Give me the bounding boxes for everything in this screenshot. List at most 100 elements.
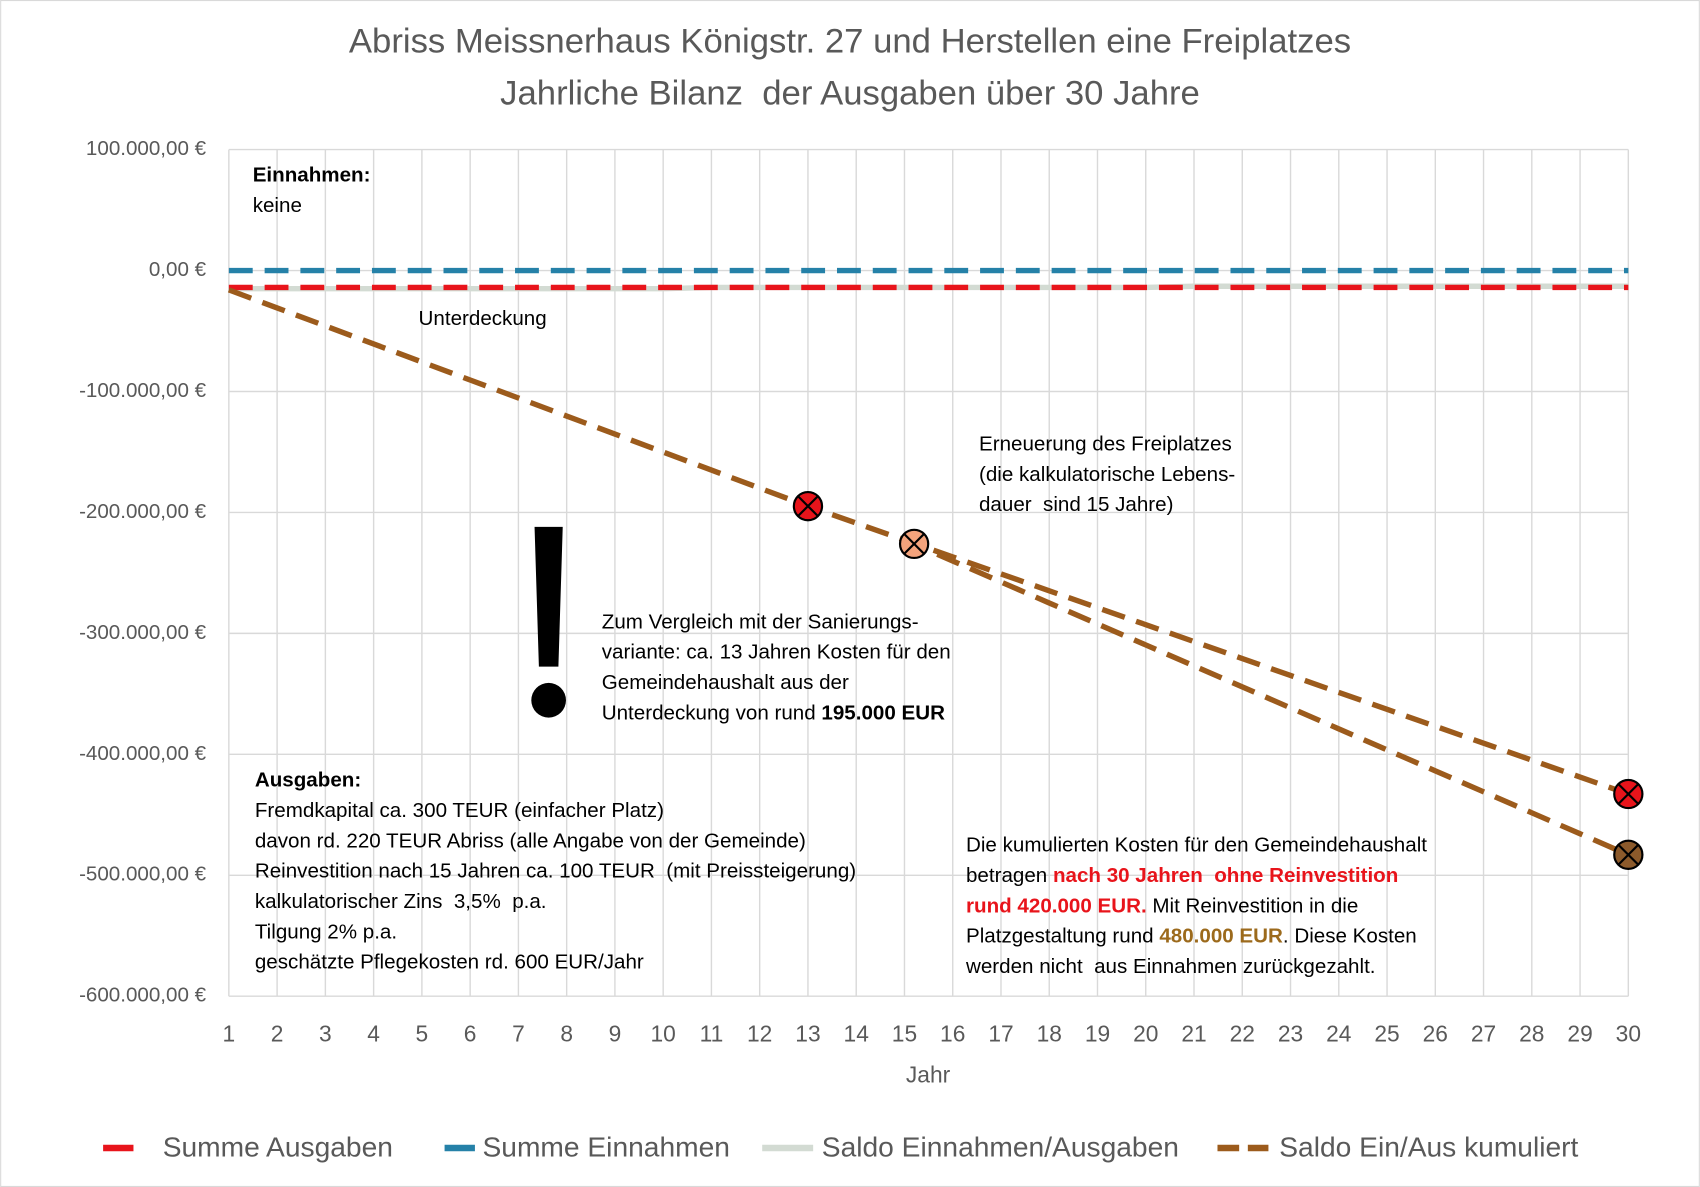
exclamation-dot <box>531 682 566 718</box>
annotation-text: variante: ca. 13 Jahren Kosten für den <box>602 641 951 664</box>
annotation-line: davon rd. 220 TEUR Abriss (alle Angabe v… <box>255 830 806 853</box>
annotation-text: betragen <box>966 864 1053 887</box>
y-tick-label: -100.000,00 € <box>79 379 207 402</box>
annotation-text: . Diese Kosten <box>1283 925 1417 948</box>
legend-label: Saldo Ein/Aus kumuliert <box>1279 1130 1578 1162</box>
annotation-line: Erneuerung des Freiplatzes <box>979 433 1232 456</box>
annotation-line: keine <box>253 194 302 217</box>
annotation-line: Reinvestition nach 15 Jahren ca. 100 TEU… <box>255 860 856 883</box>
x-tick-label: 6 <box>464 1020 477 1046</box>
exclamation-bar <box>534 526 563 667</box>
legend-label: Summe Ausgaben <box>163 1130 393 1162</box>
x-tick-label: 12 <box>747 1020 772 1046</box>
x-tick-label: 29 <box>1567 1020 1592 1046</box>
marker <box>792 490 824 522</box>
annotation-line: kalkulatorischer Zins 3,5% p.a. <box>255 890 547 913</box>
x-tick-label: 10 <box>651 1020 676 1046</box>
x-tick-label: 17 <box>988 1020 1013 1046</box>
x-tick-label: 9 <box>609 1020 622 1046</box>
x-tick-label: 14 <box>844 1020 869 1046</box>
annotation-text: Erneuerung des Freiplatzes <box>979 433 1232 456</box>
annotation-text: (die kalkulatorische Lebens- <box>979 463 1235 486</box>
x-tick-label: 21 <box>1181 1020 1206 1046</box>
x-tick-label: 23 <box>1278 1020 1303 1046</box>
marker <box>1613 778 1644 810</box>
chart-title: Jahrliche Bilanz der Ausgaben über 30 Ja… <box>500 75 1200 113</box>
annotations: Einnahmen: keine Unterdeckung Erneuerung de… <box>253 164 1428 978</box>
x-tick-label: 18 <box>1037 1020 1062 1046</box>
annotation-line: variante: ca. 13 Jahren Kosten für den <box>602 641 951 664</box>
x-tick-label: 1 <box>223 1020 236 1046</box>
x-axis-label: Jahr <box>906 1061 951 1087</box>
legend-label: Saldo Einnahmen/Ausgaben <box>822 1130 1179 1162</box>
marker-cross <box>903 533 925 555</box>
annotation-line: werden nicht aus Einnahmen zurückgezahlt… <box>965 955 1376 978</box>
annotation-text: werden nicht aus Einnahmen zurückgezahlt… <box>965 955 1376 978</box>
annotation-text: Tilgung 2% p.a. <box>255 921 397 944</box>
x-tick-label: 28 <box>1519 1020 1544 1046</box>
legend-label: Summe Einnahmen <box>483 1130 730 1162</box>
grid: -600.000,00 € -500.000,00 € -400.000,00 € -… <box>79 137 1641 1046</box>
annotation-text: Ausgaben: <box>255 769 361 792</box>
annotation-line: Zum Vergleich mit der Sanierungs- <box>602 611 919 634</box>
x-tick-label: 15 <box>892 1020 917 1046</box>
marker <box>898 528 930 560</box>
y-tick-label: 0,00 € <box>149 258 207 281</box>
y-tick-label: -600.000,00 € <box>79 984 207 1007</box>
x-tick-label: 22 <box>1230 1020 1255 1046</box>
annotation-text: Fremdkapital ca. 300 TEUR (einfacher Pla… <box>255 799 664 822</box>
y-tick-label: -400.000,00 € <box>79 742 207 765</box>
annotation-line: Einnahmen: <box>253 164 371 187</box>
x-tick-label: 19 <box>1085 1020 1110 1046</box>
annotation-text: kalkulatorischer Zins 3,5% p.a. <box>255 890 547 913</box>
annotation-text: Die kumulierten Kosten für den Gemeindeh… <box>966 834 1427 857</box>
x-tick-label: 20 <box>1133 1020 1158 1046</box>
marker-cross <box>797 495 819 517</box>
annotation-text: Zum Vergleich mit der Sanierungs- <box>602 611 919 634</box>
y-tick-label: -200.000,00 € <box>79 500 207 523</box>
x-tick-label: 7 <box>512 1020 525 1046</box>
annotation-line: Die kumulierten Kosten für den Gemeindeh… <box>966 834 1427 857</box>
annotation-line: betragen nach 30 Jahren ohne Reinvestiti… <box>966 864 1398 887</box>
annotation-line: Tilgung 2% p.a. <box>255 921 397 944</box>
marker-cross <box>1617 844 1639 866</box>
annotation-line: geschätzte Pflegekosten rd. 600 EUR/Jahr <box>255 951 644 974</box>
annotation-line: dauer sind 15 Jahre) <box>979 494 1173 517</box>
marker <box>1613 839 1644 870</box>
annotation-text: Einnahmen: <box>253 164 371 187</box>
annotation-text: keine <box>253 194 302 217</box>
annotation-line: Unterdeckung von rund 195.000 EUR <box>602 702 945 725</box>
x-tick-label: 30 <box>1616 1020 1641 1046</box>
plot <box>227 267 1644 870</box>
annotation-text: Unterdeckung <box>419 307 547 330</box>
y-tick-label: -300.000,00 € <box>79 621 207 644</box>
legend: Summe Ausgaben Summe Einnahmen Saldo Einna… <box>103 1130 1579 1162</box>
x-tick-label: 3 <box>319 1020 332 1046</box>
annotation-text: Gemeindehaushalt aus der <box>602 671 849 694</box>
x-tick-label: 16 <box>940 1020 965 1046</box>
x-tick-label: 26 <box>1423 1020 1448 1046</box>
annotation-line: (die kalkulatorische Lebens- <box>979 463 1235 486</box>
annotation-line: Gemeindehaushalt aus der <box>602 671 849 694</box>
annotation-text: 195.000 EUR <box>821 702 945 725</box>
x-tick-label: 13 <box>795 1020 820 1046</box>
chart-title: Abriss Meissnerhaus Königstr. 27 und Her… <box>349 23 1351 61</box>
x-tick-label: 8 <box>560 1020 573 1046</box>
annotation-line: Unterdeckung <box>419 307 547 330</box>
annotation-line: Platzgestaltung rund 480.000 EUR. Diese … <box>966 925 1417 948</box>
annotation-text: Unterdeckung von rund <box>602 702 822 725</box>
annotation-text: nach 30 Jahren ohne Reinvestition <box>1053 864 1398 887</box>
x-tick-label: 11 <box>700 1020 724 1046</box>
annotation-text: Mit Reinvestition in die <box>1147 895 1359 918</box>
annotation-text: geschätzte Pflegekosten rd. 600 EUR/Jahr <box>255 951 644 974</box>
x-tick-label: 27 <box>1471 1020 1496 1046</box>
x-tick-label: 5 <box>416 1020 429 1046</box>
annotation-text: Platzgestaltung rund <box>966 925 1159 948</box>
annotation-text: rund 420.000 EUR. <box>966 895 1147 918</box>
y-tick-label: 100.000,00 € <box>86 137 207 160</box>
annotation-text: Reinvestition nach 15 Jahren ca. 100 TEU… <box>255 860 856 883</box>
series-line <box>903 537 1630 858</box>
annotation-text: 480.000 EUR <box>1159 925 1283 948</box>
